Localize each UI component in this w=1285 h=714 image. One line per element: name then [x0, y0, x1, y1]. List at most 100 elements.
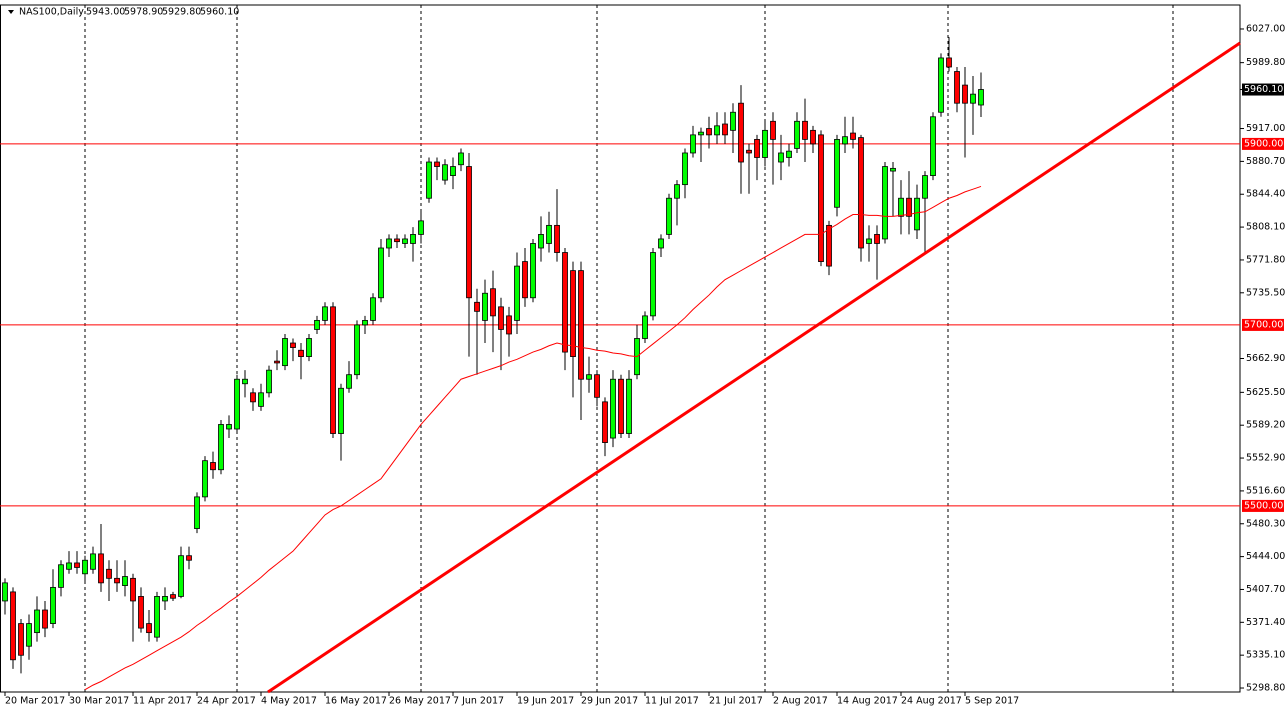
- candle-body: [538, 234, 544, 249]
- candle-body: [522, 261, 528, 299]
- y-tick-label: 5552.90: [1246, 453, 1285, 464]
- candle-body: [890, 167, 896, 172]
- x-tick-label: 11 Apr 2017: [133, 696, 192, 707]
- candles: [2, 37, 984, 674]
- x-tick-label: 16 May 2017: [325, 696, 387, 707]
- trendline: [267, 41, 1241, 694]
- candle-body: [610, 378, 616, 439]
- candle-body: [234, 378, 240, 430]
- candle-body: [850, 132, 856, 140]
- candle-body: [826, 224, 832, 267]
- candle-body: [738, 102, 744, 163]
- candle-body: [170, 594, 176, 599]
- level-label: 5700.00: [1244, 319, 1283, 330]
- y-tick-label: 5335.10: [1246, 650, 1285, 661]
- y-tick-label: 5625.50: [1246, 387, 1285, 398]
- candle-body: [274, 360, 280, 364]
- x-tick-label: 2 Aug 2017: [773, 696, 828, 707]
- candle-body: [922, 175, 928, 199]
- candle-body: [938, 57, 944, 113]
- candle-body: [818, 134, 824, 262]
- x-tick-label: 24 Aug 2017: [901, 696, 962, 707]
- y-tick-label: 5989.80: [1246, 57, 1285, 68]
- y-tick-label: 5589.20: [1246, 420, 1285, 431]
- candle-body: [370, 297, 376, 321]
- candle-body: [866, 238, 872, 244]
- candle-body: [178, 555, 184, 597]
- x-tick-label: 11 Jul 2017: [645, 696, 699, 707]
- candle-body: [106, 568, 112, 579]
- x-tick-label: 24 Apr 2017: [197, 696, 256, 707]
- candle-body: [762, 129, 768, 158]
- candle-body: [706, 128, 712, 136]
- candle-body: [146, 623, 152, 634]
- candle-body: [226, 424, 232, 430]
- y-tick-label: 6027.00: [1246, 23, 1285, 34]
- x-tick-label: 26 May 2017: [389, 696, 451, 707]
- y-tick-label: 5371.40: [1246, 617, 1285, 628]
- candle-body: [746, 149, 752, 154]
- candle-body: [338, 387, 344, 434]
- candle-body: [42, 609, 48, 629]
- candle-body: [474, 301, 480, 312]
- candle-body: [714, 125, 720, 136]
- header-open: 5943.00: [86, 7, 125, 18]
- candle-body: [282, 338, 288, 367]
- candle-body: [698, 131, 704, 136]
- candle-body: [962, 84, 968, 104]
- y-tick-label: 5844.40: [1246, 189, 1285, 200]
- candle-body: [770, 120, 776, 140]
- candle-body: [914, 197, 920, 231]
- candle-body: [394, 238, 400, 243]
- x-tick-label: 29 Jun 2017: [581, 696, 638, 707]
- candle-body: [754, 138, 760, 158]
- candle-body: [898, 197, 904, 217]
- candle-body: [690, 134, 696, 154]
- candle-body: [162, 596, 168, 602]
- candle-body: [906, 197, 912, 217]
- x-tick-label: 5 Sep 2017: [965, 696, 1019, 707]
- menu-arrow: [8, 10, 14, 14]
- last-price-label: 5960.10: [1244, 84, 1283, 95]
- candle-body: [26, 623, 32, 647]
- candle-body: [378, 247, 384, 299]
- candle-body: [834, 138, 840, 208]
- y-tick-label: 5735.50: [1246, 287, 1285, 298]
- candle-body: [498, 306, 504, 330]
- header-close: 5960.10: [200, 7, 239, 18]
- candle-body: [786, 150, 792, 158]
- candle-body: [58, 564, 64, 588]
- candle-body: [418, 220, 424, 235]
- candle-body: [98, 553, 104, 584]
- candle-body: [322, 306, 328, 321]
- y-tick-label: 5771.80: [1246, 254, 1285, 265]
- y-tick-label: 5917.00: [1246, 123, 1285, 134]
- candle-body: [2, 582, 8, 602]
- x-tick-label: 7 Jun 2017: [453, 696, 504, 707]
- y-tick-label: 5298.80: [1246, 683, 1285, 694]
- candle-body: [34, 609, 40, 634]
- candle-body: [90, 553, 96, 570]
- candle-body: [258, 392, 264, 407]
- candle-body: [946, 57, 952, 68]
- candle-body: [354, 324, 360, 376]
- candle-body: [682, 152, 688, 186]
- candle-body: [154, 596, 160, 638]
- candle-body: [210, 462, 216, 471]
- candle-body: [18, 623, 24, 656]
- period-separators: [84, 5, 1174, 692]
- candle-body: [426, 161, 432, 199]
- candle-body: [298, 349, 304, 357]
- candle-body: [266, 369, 272, 394]
- candle-body: [402, 238, 408, 244]
- candle-body: [314, 319, 320, 330]
- candle-body: [602, 401, 608, 443]
- level-label-bg: [1242, 499, 1284, 512]
- candle-body: [650, 252, 656, 317]
- candle-body: [546, 224, 552, 244]
- candle-body: [218, 424, 224, 471]
- x-tick-label: 20 Mar 2017: [5, 696, 65, 707]
- candle-body: [514, 265, 520, 321]
- candle-body: [802, 120, 808, 140]
